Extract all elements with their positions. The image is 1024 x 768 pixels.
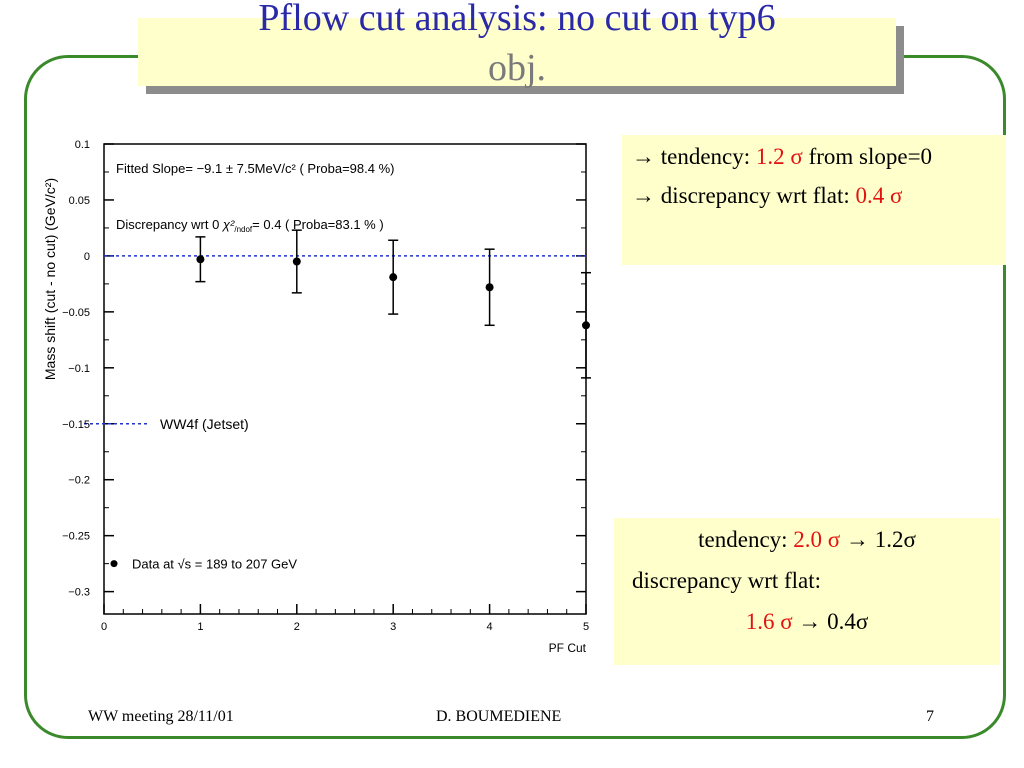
x-tick-label: 4 (487, 621, 493, 633)
note-top-discrepancy-label: discrepancy wrt flat: (660, 183, 850, 208)
slide-title: Pflow cut analysis: no cut on typ6 obj. (138, 0, 896, 90)
title-box (138, 18, 896, 86)
mass-shift-chart: 0.1 0.05 0 −0.05 −0.1 −0.15 −0.2 −0.25 −0.3 0 1 2 3 4… (42, 139, 591, 655)
y-tick-label: −0.25 (62, 531, 90, 543)
note-bottom-tendency: tendency: 2.0 σ → 1.2σ (632, 526, 982, 553)
arrow-icon: → (632, 183, 655, 208)
footer-meeting: WW meeting 28/11/01 (88, 708, 234, 725)
axes (103, 143, 587, 615)
footer-page-number: 7 (926, 708, 934, 725)
arrow-icon: → (845, 527, 869, 552)
footer-author: D. BOUMEDIENE (436, 708, 562, 725)
title-line-2: obj. (487, 47, 547, 89)
note-top-discrepancy-value: 0.4 σ (855, 183, 903, 208)
x-tick-label: 0 (101, 621, 107, 633)
y-tick-label: 0.05 (69, 195, 90, 207)
chart-texts: 0.1 0.05 0 −0.05 −0.1 −0.15 −0.2 −0.25 −0.3 0 1 2 3 4… (42, 139, 589, 655)
tendency-old-value: 2.0 σ (793, 527, 841, 552)
legend-data-marker (110, 560, 118, 568)
chart-marks (84, 229, 591, 568)
y-tick-label: −0.1 (68, 363, 90, 375)
note-bottom-discrepancy: 1.6 σ → 0.4σ (632, 608, 982, 635)
y-tick-label: 0 (84, 251, 90, 263)
tendency-label: tendency: (698, 527, 788, 552)
y-tick-label: −0.15 (62, 419, 90, 431)
arrow-icon: → (632, 144, 655, 169)
note-bottom-discrepancy-label: discrepancy wrt flat: (632, 568, 822, 593)
data-point (582, 321, 590, 330)
tendency-new-value: 1.2σ (874, 527, 916, 552)
data-point (485, 283, 494, 292)
legend-data-label: Data at √s = 189 to 207 GeV (132, 557, 297, 572)
discrepancy-old-value: 1.6 σ (745, 609, 793, 634)
y-tick-label: −0.3 (68, 587, 90, 599)
data-point (196, 255, 205, 264)
x-tick-label: 3 (390, 621, 396, 633)
note-top-line-2: → discrepancy wrt flat: 0.4 σ (632, 182, 996, 209)
y-tick-label: 0.1 (75, 139, 90, 151)
chart-panel: 0.1 0.05 0 −0.05 −0.1 −0.15 −0.2 −0.25 −0.3 0 1 2 3 4… (38, 130, 594, 670)
legend-reference-label: WW4f (Jetset) (160, 416, 249, 432)
x-axis-label: PF Cut (549, 641, 587, 655)
y-axis-label: Mass shift (cut - no cut) (GeV/c²) (42, 178, 58, 380)
fit-annotation: Fitted Slope= −9.1 ± 7.5MeV/c² ( Proba=9… (116, 161, 394, 176)
discrepancy-annotation: Discrepancy wrt 0 χ²/ndof= 0.4 ( Proba=8… (116, 217, 384, 234)
y-tick-label: −0.05 (62, 307, 90, 319)
x-tick-label: 1 (197, 621, 203, 633)
note-top-tendency-label: tendency: (660, 144, 751, 169)
data-point (292, 257, 301, 266)
note-top: → tendency: 1.2 σ from slope=0 → discrep… (622, 135, 1006, 265)
y-tick-label: −0.2 (68, 475, 90, 487)
arrow-icon: → (798, 609, 822, 634)
discrepancy-new-value: 0.4σ (827, 609, 869, 634)
title-line-1: Pflow cut analysis: no cut on typ6 (258, 0, 776, 39)
note-top-line-1: → tendency: 1.2 σ from slope=0 (632, 143, 996, 170)
x-tick-label: 5 (583, 621, 589, 633)
x-tick-label: 2 (294, 621, 300, 633)
data-point (389, 273, 398, 282)
plot-frame (103, 143, 587, 615)
note-top-tendency-value: 1.2 σ (755, 144, 803, 169)
note-top-tendency-suffix: from slope=0 (808, 144, 933, 169)
note-bottom: tendency: 2.0 σ → 1.2σ discrepancy wrt f… (614, 518, 1000, 665)
